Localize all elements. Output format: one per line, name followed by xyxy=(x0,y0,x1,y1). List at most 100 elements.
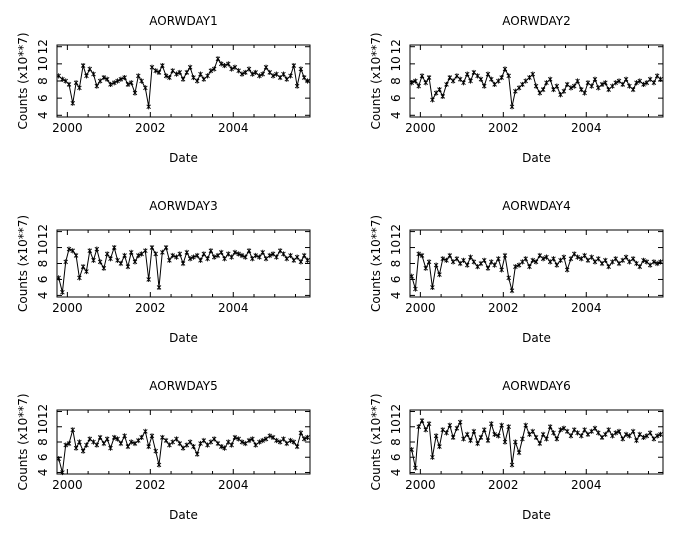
data-point xyxy=(115,436,120,442)
data-point xyxy=(267,252,273,259)
data-point xyxy=(520,436,525,442)
data-point xyxy=(222,445,227,451)
data-point xyxy=(84,73,89,79)
data-point xyxy=(288,437,293,444)
data-point xyxy=(294,443,300,450)
data-point xyxy=(437,443,442,450)
chart-title: AORWDAY3 xyxy=(149,199,217,213)
data-point xyxy=(430,97,435,103)
data-point xyxy=(294,254,300,260)
data-point xyxy=(489,259,494,265)
data-point xyxy=(506,275,511,281)
data-point xyxy=(250,71,255,77)
data-point xyxy=(305,78,310,84)
data-point xyxy=(125,264,131,270)
data-point xyxy=(540,431,546,437)
data-point xyxy=(243,440,248,447)
y-axis-label: Counts (x10**7) xyxy=(16,215,30,312)
data-point xyxy=(627,83,632,89)
data-point xyxy=(56,275,61,281)
data-point xyxy=(236,68,241,74)
data-point xyxy=(274,71,279,77)
data-point xyxy=(478,434,484,441)
data-point xyxy=(426,259,432,265)
data-point xyxy=(606,86,611,93)
data-point xyxy=(250,256,255,262)
data-point xyxy=(170,252,175,259)
data-point xyxy=(423,265,429,271)
data-point xyxy=(416,251,421,257)
data-point xyxy=(568,256,574,262)
data-point xyxy=(499,422,504,428)
data-point xyxy=(66,81,72,88)
data-point xyxy=(143,248,148,254)
data-point xyxy=(513,264,518,270)
x-tick-label: 2002 xyxy=(135,478,166,492)
data-point xyxy=(77,439,82,445)
data-point xyxy=(444,81,449,88)
y-tick-label: 8 xyxy=(36,260,50,268)
data-point xyxy=(115,257,120,263)
data-point xyxy=(70,427,76,433)
y-tick-label: 4 xyxy=(389,111,403,119)
data-point xyxy=(475,440,480,447)
data-point xyxy=(457,260,463,267)
data-point xyxy=(263,64,269,70)
y-axis-label: Counts (x10**7) xyxy=(369,215,383,312)
data-point xyxy=(73,445,79,451)
data-point xyxy=(409,447,414,453)
data-point xyxy=(620,81,626,88)
data-point xyxy=(610,259,615,265)
data-point xyxy=(301,74,307,81)
data-point xyxy=(177,69,183,76)
data-point xyxy=(568,85,574,91)
data-point xyxy=(149,64,155,70)
data-point xyxy=(544,436,549,442)
data-point xyxy=(108,445,113,451)
data-point xyxy=(187,64,193,70)
data-point xyxy=(163,244,169,251)
data-point xyxy=(84,268,89,275)
data-point xyxy=(143,428,148,434)
y-tick-label: 8 xyxy=(389,260,403,268)
data-point xyxy=(502,66,508,72)
data-point xyxy=(613,80,618,86)
data-point xyxy=(167,74,172,81)
data-point xyxy=(301,436,307,442)
y-tick-label: 6 xyxy=(389,94,403,102)
data-point xyxy=(437,272,442,278)
data-point xyxy=(205,73,210,79)
data-point xyxy=(413,286,418,292)
x-tick-label: 2002 xyxy=(135,121,166,135)
data-point xyxy=(84,442,89,448)
data-point xyxy=(60,469,65,476)
data-point xyxy=(246,66,252,72)
data-point xyxy=(506,73,511,79)
data-point xyxy=(211,66,217,72)
data-point xyxy=(208,68,214,74)
x-tick-label: 2000 xyxy=(405,478,436,492)
data-point xyxy=(523,256,528,262)
data-point xyxy=(579,86,584,93)
data-point xyxy=(637,264,643,270)
data-point xyxy=(281,436,286,442)
data-point xyxy=(70,248,76,254)
data-point xyxy=(564,428,570,434)
data-point xyxy=(450,434,456,441)
data-point xyxy=(160,62,165,69)
x-axis-label: Date xyxy=(522,508,551,522)
data-point xyxy=(253,252,258,259)
data-point xyxy=(547,259,553,265)
data-point xyxy=(596,85,601,91)
data-point xyxy=(194,451,200,457)
data-point xyxy=(174,254,179,260)
data-point xyxy=(281,71,286,77)
data-point xyxy=(239,252,245,259)
data-point xyxy=(215,440,221,447)
data-point xyxy=(184,249,190,255)
data-point xyxy=(620,436,626,442)
data-point xyxy=(606,264,611,270)
data-point xyxy=(298,430,304,436)
